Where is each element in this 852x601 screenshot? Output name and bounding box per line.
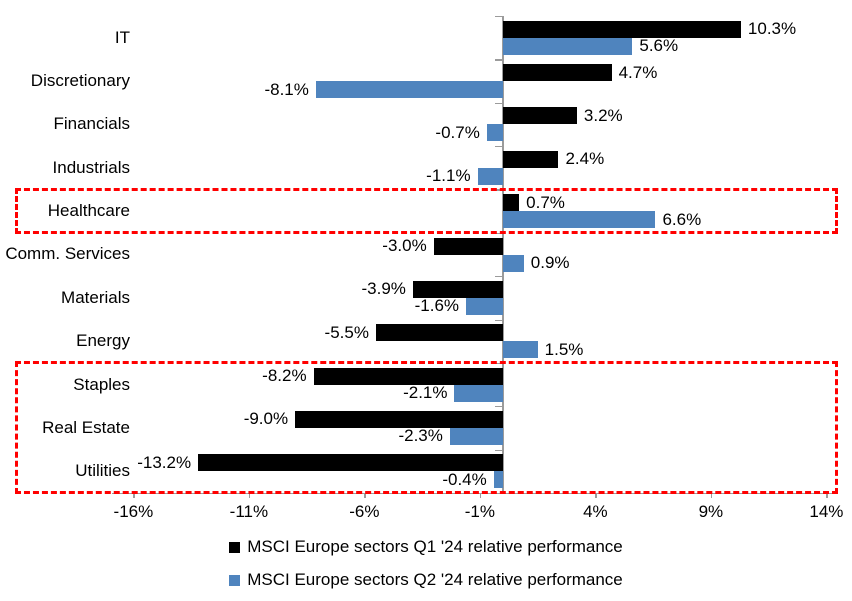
bar-q1 <box>503 107 577 125</box>
bar-q2 <box>449 427 503 445</box>
bar-q2 <box>466 297 503 315</box>
bar-value-label: -3.0% <box>382 236 427 255</box>
bar-value-label: 5.6% <box>639 36 679 56</box>
category-label: Staples <box>73 374 130 394</box>
x-tick-label: -1% <box>464 502 495 521</box>
category-label: Materials <box>61 287 130 307</box>
x-axis-tick <box>710 493 713 498</box>
bar-value-label: -0.4% <box>442 469 487 489</box>
bar-q2 <box>503 341 538 359</box>
category-label: Discretionary <box>30 71 130 91</box>
x-axis-tick <box>479 493 482 498</box>
x-axis-tick <box>595 493 597 498</box>
bar-value-label: -1.1% <box>426 166 471 186</box>
bar-q2 <box>315 81 503 99</box>
bar-value-label: 2.4% <box>565 149 605 169</box>
bar-value-label: 4.7% <box>618 62 658 82</box>
bar-q2 <box>493 471 503 489</box>
legend-marker-q1-icon <box>229 541 241 553</box>
bar-q2 <box>477 167 503 185</box>
bar-q1 <box>503 64 612 82</box>
highlight-box <box>15 361 838 495</box>
bar-q2 <box>503 211 656 229</box>
bar-q2 <box>486 124 503 142</box>
bar-value-label: -5.5% <box>324 322 369 342</box>
bar-value-label: -8.2% <box>262 366 307 386</box>
category-label: IT <box>114 27 130 47</box>
bar-q1 <box>412 280 503 298</box>
y-axis-tick <box>495 146 503 148</box>
bar-q1 <box>433 237 503 255</box>
y-axis-tick <box>495 449 503 451</box>
bar-value-label: -1.6% <box>414 296 460 316</box>
legend-label-q1: MSCI Europe sectors Q1 '24 relative perf… <box>247 537 623 556</box>
x-axis-tick <box>133 493 135 498</box>
x-tick-label: -16% <box>113 502 154 521</box>
legend-item-q1: MSCI Europe sectors Q1 '24 relative perf… <box>229 537 623 557</box>
bar-value-label: 0.9% <box>530 253 570 272</box>
y-axis-line <box>502 16 504 493</box>
legend: MSCI Europe sectors Q1 '24 relative perf… <box>0 537 852 590</box>
x-tick-label: 14% <box>809 502 844 521</box>
bar-q1 <box>503 194 520 212</box>
legend-item-q2: MSCI Europe sectors Q2 '24 relative perf… <box>229 570 623 590</box>
bar-q2 <box>503 254 524 272</box>
category-label: Utilities <box>75 461 130 481</box>
bar-q1 <box>313 367 503 385</box>
bar-value-label: -13.2% <box>137 452 192 472</box>
category-label: Healthcare <box>47 201 130 221</box>
y-axis-tick <box>495 102 503 104</box>
y-axis-tick <box>495 406 503 408</box>
bar-value-label: -3.9% <box>361 279 406 299</box>
y-axis-tick <box>495 16 503 18</box>
bar-value-label: 0.7% <box>526 192 565 212</box>
bar-q1 <box>503 150 559 168</box>
bar-q1 <box>503 20 741 38</box>
bar-value-label: -2.3% <box>398 426 443 446</box>
highlight-box <box>15 187 838 235</box>
x-tick-label: -6% <box>349 502 380 521</box>
category-label: Financials <box>53 114 130 134</box>
bar-q2 <box>454 384 503 402</box>
x-axis-tick <box>248 493 251 498</box>
bar-q1 <box>295 410 503 428</box>
category-label: Energy <box>76 331 130 351</box>
x-axis-tick <box>826 493 828 498</box>
y-axis-tick <box>495 276 503 278</box>
x-tick-label: 9% <box>698 502 724 521</box>
bar-q1 <box>198 454 503 472</box>
y-axis-tick <box>495 59 503 61</box>
bar-q1 <box>375 324 503 342</box>
x-tick-label: 4% <box>583 502 608 521</box>
category-label: Real Estate <box>42 417 130 437</box>
legend-marker-q2-icon <box>229 574 241 586</box>
legend-label-q2: MSCI Europe sectors Q2 '24 relative perf… <box>247 570 623 589</box>
y-axis-tick <box>495 319 503 321</box>
bar-value-label: -8.1% <box>264 79 309 99</box>
x-axis-tick <box>364 493 366 498</box>
category-label: Industrials <box>52 157 130 177</box>
bar-value-label: 6.6% <box>662 209 702 229</box>
category-label: Comm. Services <box>5 244 130 264</box>
x-tick-label: -11% <box>229 502 269 521</box>
bar-value-label: 10.3% <box>747 19 797 39</box>
bar-value-label: -9.0% <box>243 409 289 429</box>
bar-value-label: 1.5% <box>544 339 584 359</box>
bar-value-label: -0.7% <box>435 122 480 142</box>
bar-q2 <box>503 37 633 55</box>
bar-value-label: 3.2% <box>583 105 623 125</box>
bar-value-label: -2.1% <box>403 383 448 403</box>
